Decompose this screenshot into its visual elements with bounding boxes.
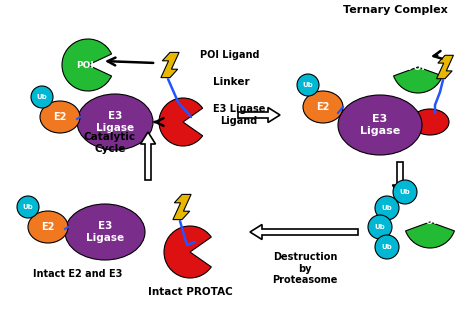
- Text: Intact E2 and E3: Intact E2 and E3: [33, 269, 123, 279]
- Text: Ub: Ub: [23, 204, 33, 210]
- Polygon shape: [173, 194, 191, 220]
- Text: Ub: Ub: [382, 244, 392, 250]
- Text: E2: E2: [316, 102, 330, 112]
- Ellipse shape: [77, 94, 153, 150]
- Wedge shape: [62, 39, 111, 91]
- Text: Catalytic
Cycle: Catalytic Cycle: [84, 132, 136, 154]
- FancyArrow shape: [140, 132, 155, 180]
- Circle shape: [31, 86, 53, 108]
- Circle shape: [375, 196, 399, 220]
- Circle shape: [375, 235, 399, 259]
- Text: E3
Ligase: E3 Ligase: [360, 114, 400, 136]
- Text: Ub: Ub: [382, 205, 392, 211]
- Text: POI Ligand: POI Ligand: [200, 50, 259, 60]
- FancyArrow shape: [392, 162, 408, 197]
- Text: E3 Ligase
Ligand: E3 Ligase Ligand: [213, 104, 265, 126]
- Text: Ub: Ub: [374, 224, 385, 230]
- Text: POI: POI: [76, 61, 94, 69]
- Circle shape: [368, 215, 392, 239]
- Text: Destruction
by
Proteasome: Destruction by Proteasome: [272, 252, 337, 285]
- Text: Linker: Linker: [213, 77, 250, 87]
- Ellipse shape: [338, 95, 422, 155]
- Wedge shape: [159, 98, 203, 146]
- Ellipse shape: [40, 101, 80, 133]
- Text: POI: POI: [419, 217, 437, 226]
- Circle shape: [393, 180, 417, 204]
- Ellipse shape: [303, 91, 343, 123]
- Ellipse shape: [28, 211, 68, 243]
- Wedge shape: [393, 67, 442, 93]
- Polygon shape: [437, 55, 454, 79]
- Ellipse shape: [411, 109, 449, 135]
- Text: POI: POI: [407, 63, 425, 71]
- Text: Ub: Ub: [302, 82, 313, 88]
- Wedge shape: [406, 222, 455, 248]
- Text: E3
Ligase: E3 Ligase: [96, 111, 134, 133]
- Circle shape: [17, 196, 39, 218]
- Text: Ternary Complex: Ternary Complex: [343, 5, 447, 15]
- Polygon shape: [161, 52, 179, 78]
- Circle shape: [297, 74, 319, 96]
- Text: Ub: Ub: [400, 189, 410, 195]
- Text: E3
Ligase: E3 Ligase: [86, 221, 124, 243]
- Text: Intact PROTAC: Intact PROTAC: [147, 287, 232, 297]
- Wedge shape: [164, 226, 211, 278]
- Text: E2: E2: [53, 112, 67, 122]
- Text: E2: E2: [41, 222, 55, 232]
- FancyArrow shape: [238, 108, 280, 123]
- Text: Ub: Ub: [36, 94, 47, 100]
- FancyArrow shape: [250, 224, 358, 240]
- Ellipse shape: [65, 204, 145, 260]
